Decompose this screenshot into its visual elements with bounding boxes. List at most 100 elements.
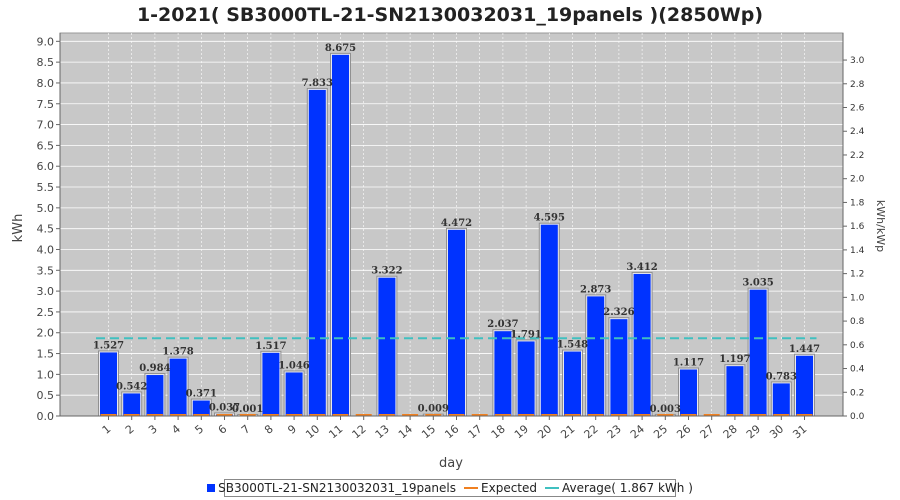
y-tick-label: 6.0: [37, 160, 55, 173]
bar: [564, 351, 581, 416]
bar-value-label: 1.197: [719, 354, 750, 365]
legend-item-average: Average( 1.867 kWh ): [545, 481, 693, 495]
legend-swatch-production: [207, 484, 216, 492]
y-tick-label: 0.0: [37, 410, 55, 423]
y2-tick-label: 0.8: [850, 317, 865, 327]
bar: [726, 366, 744, 416]
bar-value-label: 0.003: [650, 404, 681, 415]
bar-value-label: 3.035: [742, 278, 773, 289]
x-tick-label: 3: [146, 422, 160, 436]
bar-value-label: 3.322: [371, 266, 402, 277]
y2-tick-label: 3.0: [850, 56, 865, 66]
y-tick-label: 2.5: [37, 306, 55, 319]
y-tick-label: 1.5: [37, 348, 55, 361]
bar-value-label: 8.675: [325, 43, 356, 54]
bar-value-label: 2.326: [603, 307, 634, 318]
x-tick-label: 15: [419, 422, 438, 441]
bar-value-label: 0.009: [418, 404, 449, 415]
bar-value-label: 0.783: [766, 371, 797, 382]
bar: [749, 289, 767, 416]
bar-value-label: 4.595: [534, 213, 565, 224]
bar-value-label: 1.527: [93, 340, 124, 351]
x-tick-label: 23: [605, 422, 624, 441]
x-tick-label: 7: [239, 422, 253, 436]
bar-value-label: 1.378: [162, 347, 193, 358]
bar-value-label: 1.447: [789, 344, 820, 355]
y2-tick-label: 1.0: [850, 293, 865, 303]
y2-tick-label: 0.2: [850, 388, 864, 398]
y2-axis-title: kWh/kWp: [874, 200, 887, 252]
bar: [378, 277, 396, 416]
y-tick-label: 0.5: [37, 389, 55, 402]
y-tick-label: 9.0: [37, 35, 55, 48]
legend-swatch-average: [545, 487, 560, 489]
bar: [332, 54, 349, 416]
x-tick-label: 25: [651, 422, 670, 441]
bar: [610, 319, 628, 416]
x-axis-title: day: [439, 456, 463, 471]
x-tick-label: 5: [193, 422, 207, 436]
bar: [796, 355, 813, 416]
x-tick-label: 4: [169, 422, 183, 436]
bar-value-label: 2.037: [487, 319, 518, 330]
legend-label-production: SB3000TL-21-SN2130032031_19panels: [218, 481, 457, 495]
y-tick-label: 4.0: [37, 243, 55, 256]
x-tick-label: 22: [582, 422, 601, 441]
y2-tick-label: 2.2: [850, 151, 864, 161]
bar: [494, 331, 512, 416]
bar: [169, 358, 187, 416]
y2-tick-label: 1.6: [850, 222, 865, 232]
bar-value-label: 1.517: [255, 341, 286, 352]
bar-value-label: 0.037: [209, 402, 240, 413]
y-tick-label: 8.0: [37, 77, 55, 90]
x-tick-label: 20: [535, 422, 554, 441]
legend-label-expected: Expected: [481, 481, 538, 495]
bar: [540, 224, 558, 416]
bar: [517, 341, 535, 416]
bar-value-label: 3.412: [626, 262, 657, 273]
x-tick-label: 24: [628, 422, 647, 441]
y2-tick-label: 0.4: [850, 365, 865, 375]
bar: [123, 393, 141, 416]
y2-tick-label: 1.2: [850, 270, 864, 280]
y-tick-label: 1.0: [37, 368, 55, 381]
x-tick-label: 6: [216, 422, 230, 436]
bar: [680, 369, 697, 416]
x-tick-label: 12: [350, 422, 369, 441]
bar-value-label: 1.791: [510, 329, 541, 340]
y2-tick-label: 1.8: [850, 198, 865, 208]
bar-value-label: 1.117: [673, 357, 704, 368]
legend: SB3000TL-21-SN2130032031_19panels Expect…: [207, 479, 693, 497]
bar-value-label: 1.046: [278, 360, 309, 371]
bar-value-label: 1.548: [557, 340, 588, 351]
y2-tick-label: 2.6: [850, 104, 865, 114]
x-tick-label: 28: [721, 422, 740, 441]
bar-value-label: 4.472: [441, 218, 472, 229]
x-tick-label: 26: [674, 422, 693, 441]
x-tick-label: 10: [303, 422, 322, 441]
bar: [633, 273, 651, 416]
x-tick-label: 29: [744, 422, 763, 441]
y2-tick-label: 0.0: [850, 412, 865, 422]
bar-value-label: 0.001: [232, 404, 263, 415]
y2-tick-label: 0.6: [850, 341, 865, 351]
bar: [262, 352, 280, 416]
bar: [448, 229, 465, 416]
y-tick-label: 5.5: [37, 181, 55, 194]
x-tick-label: 13: [373, 422, 392, 441]
bar-value-label: 0.542: [116, 381, 147, 392]
x-tick-label: 19: [512, 422, 531, 441]
bar: [285, 372, 303, 416]
bar-value-label: 0.371: [186, 389, 217, 400]
y2-tick-label: 1.4: [850, 246, 865, 256]
y-tick-label: 7.5: [37, 98, 55, 111]
y-tick-label: 6.5: [37, 139, 55, 152]
x-tick-label: 27: [698, 422, 717, 441]
bar-value-label: 7.833: [302, 78, 333, 89]
x-tick-label: 14: [396, 422, 415, 441]
y2-tick-label: 2.4: [850, 127, 865, 137]
x-tick-label: 16: [442, 422, 461, 441]
y-tick-label: 3.5: [37, 264, 55, 277]
y-tick-label: 7.0: [37, 119, 55, 132]
